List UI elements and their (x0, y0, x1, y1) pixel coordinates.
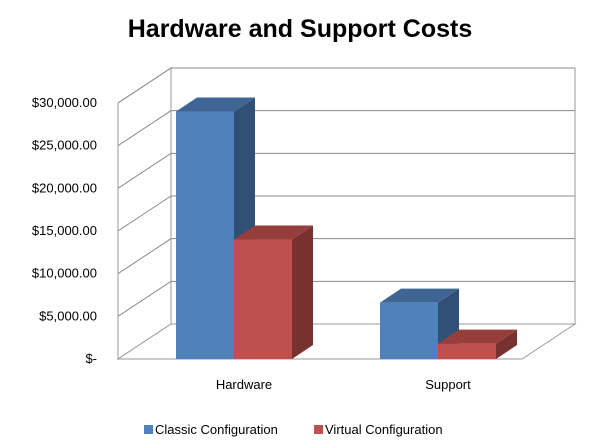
legend-label: Virtual Configuration (325, 422, 443, 437)
bar (380, 288, 459, 359)
bar-front (176, 111, 234, 360)
legend-swatch (144, 425, 153, 434)
y-tick-label: $15,000.00 (32, 223, 97, 238)
y-tick-label: $20,000.00 (32, 180, 97, 195)
bar (234, 225, 313, 359)
x-category-label: Hardware (216, 377, 272, 392)
bar-side (496, 329, 517, 359)
y-tick-label: $25,000.00 (32, 138, 97, 153)
legend: Classic Configuration Virtual Configurati… (144, 422, 443, 437)
legend-item: Classic Configuration (144, 422, 278, 437)
gridline (117, 110, 575, 147)
bar-front (380, 302, 438, 359)
bar-top (438, 329, 517, 344)
x-axis-category-labels: Hardware Support (216, 377, 471, 392)
bar (438, 329, 517, 359)
bar-top (234, 225, 313, 240)
y-tick-label: $- (85, 351, 97, 366)
gridline (117, 152, 575, 189)
bar-top (176, 97, 255, 112)
bar-top (380, 288, 459, 303)
bar-side (292, 225, 313, 359)
chart-title: Hardware and Support Costs (128, 15, 473, 43)
y-tick-label: $10,000.00 (32, 266, 97, 281)
bar-front (438, 343, 496, 359)
gridline (117, 280, 575, 317)
gridlines (117, 67, 575, 317)
bar-front (234, 239, 292, 359)
gridline (117, 67, 575, 104)
x-category-label: Support (425, 377, 471, 392)
gridline (117, 238, 575, 275)
bars (176, 97, 517, 360)
legend-swatch (314, 425, 323, 434)
y-tick-label: $5,000.00 (39, 308, 97, 323)
y-tick-label: $30,000.00 (32, 95, 97, 110)
gridline (117, 195, 575, 232)
y-axis-tick-labels: $- $5,000.00 $10,000.00 $15,000.00 $20,000.0… (32, 95, 97, 366)
legend-item: Virtual Configuration (314, 422, 443, 437)
legend-label: Classic Configuration (155, 422, 278, 437)
